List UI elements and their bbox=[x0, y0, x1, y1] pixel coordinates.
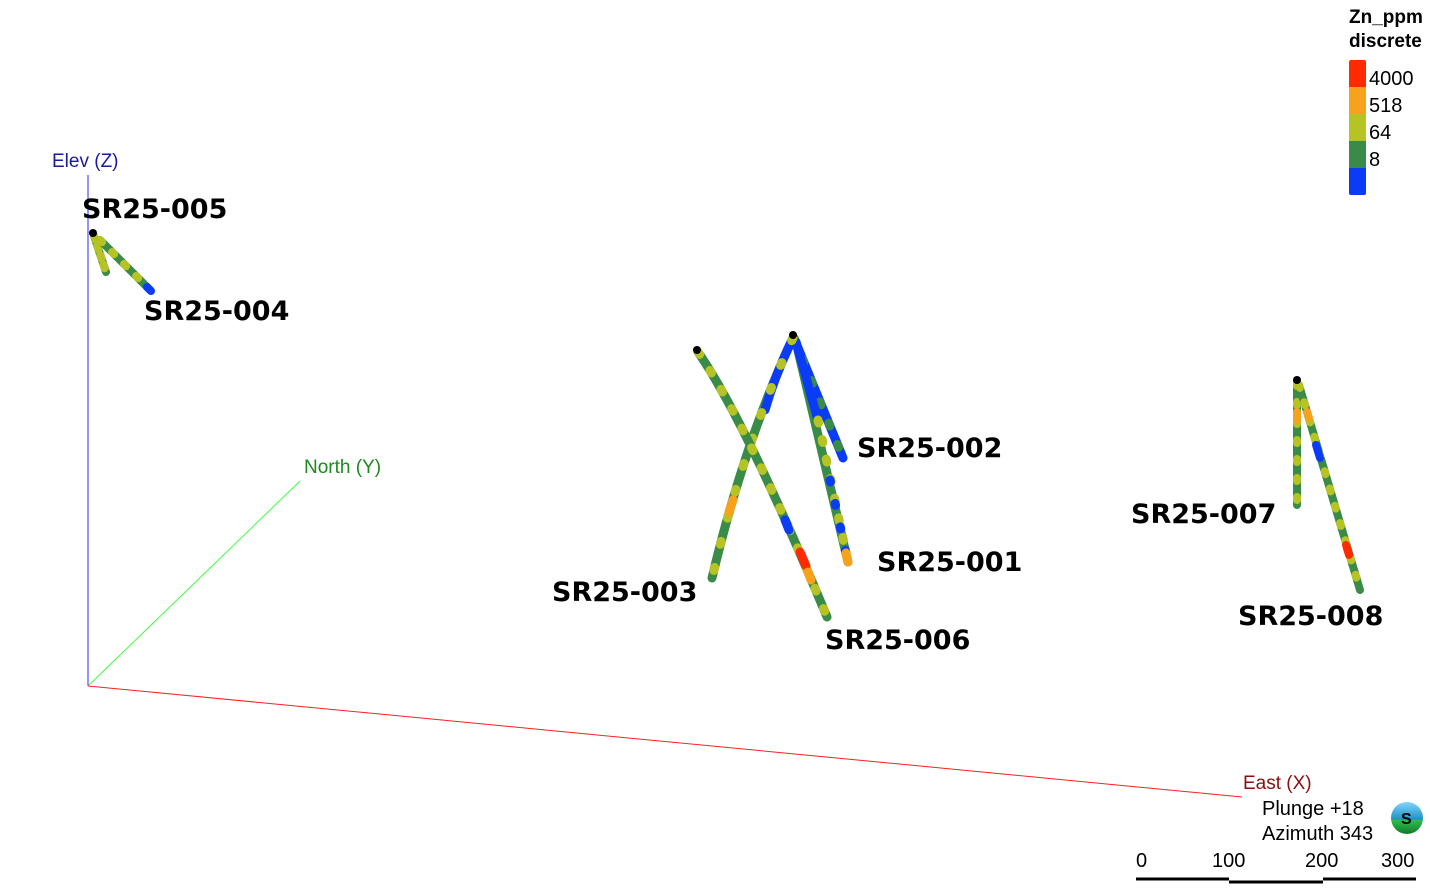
scale-tick: 0 bbox=[1136, 850, 1148, 872]
scale-tick: 100 bbox=[1212, 850, 1246, 872]
label-sr25-001: SR25-001 bbox=[877, 547, 1022, 578]
legend-title: Zn_ppm bbox=[1349, 7, 1423, 28]
legend-swatch bbox=[1349, 87, 1366, 114]
drillhole-sr25-006[interactable] bbox=[693, 347, 832, 622]
legend-value: 518 bbox=[1369, 95, 1403, 117]
orientation-compass[interactable]: S bbox=[1391, 802, 1423, 834]
legend-swatch bbox=[1349, 114, 1366, 141]
x-axis-label: East (X) bbox=[1243, 773, 1312, 794]
label-sr25-007: SR25-007 bbox=[1131, 499, 1276, 530]
label-sr25-002: SR25-002 bbox=[857, 433, 1002, 464]
x-axis bbox=[87, 685, 1243, 798]
drillhole-sr25-005[interactable] bbox=[90, 232, 110, 276]
legend-value: 64 bbox=[1369, 122, 1392, 144]
legend-swatch bbox=[1349, 141, 1366, 168]
legend: Zn_ppm discrete 4000 518 64 8 bbox=[1349, 6, 1429, 195]
legend-subtitle: discrete bbox=[1349, 31, 1422, 52]
legend-swatch bbox=[1349, 168, 1366, 195]
y-axis-label: North (Y) bbox=[304, 457, 381, 478]
legend-color-bar bbox=[1349, 60, 1366, 195]
legend-value: 8 bbox=[1369, 149, 1381, 171]
label-sr25-006: SR25-006 bbox=[825, 625, 970, 656]
label-sr25-003: SR25-003 bbox=[552, 577, 697, 608]
scale-bar bbox=[1136, 877, 1416, 884]
label-sr25-004: SR25-004 bbox=[144, 296, 289, 327]
drillhole-sr25-004[interactable] bbox=[96, 236, 155, 295]
scale-tick: 300 bbox=[1381, 850, 1415, 872]
legend-value: 4000 bbox=[1369, 68, 1414, 90]
drillhole-sr25-008[interactable] bbox=[1295, 381, 1364, 594]
azimuth-readout: Azimuth 343 bbox=[1262, 823, 1374, 845]
drillhole-sr25-001[interactable] bbox=[791, 337, 853, 567]
compass-letter: S bbox=[1401, 811, 1412, 828]
scale-tick: 200 bbox=[1305, 850, 1339, 872]
legend-swatch bbox=[1349, 60, 1366, 87]
label-sr25-008: SR25-008 bbox=[1238, 601, 1383, 632]
y-axis bbox=[87, 480, 301, 687]
collar-markers bbox=[89, 229, 1301, 384]
label-sr25-005: SR25-005 bbox=[82, 194, 227, 225]
z-axis-label: Elev (Z) bbox=[52, 151, 119, 172]
plunge-readout: Plunge +18 bbox=[1262, 798, 1364, 820]
